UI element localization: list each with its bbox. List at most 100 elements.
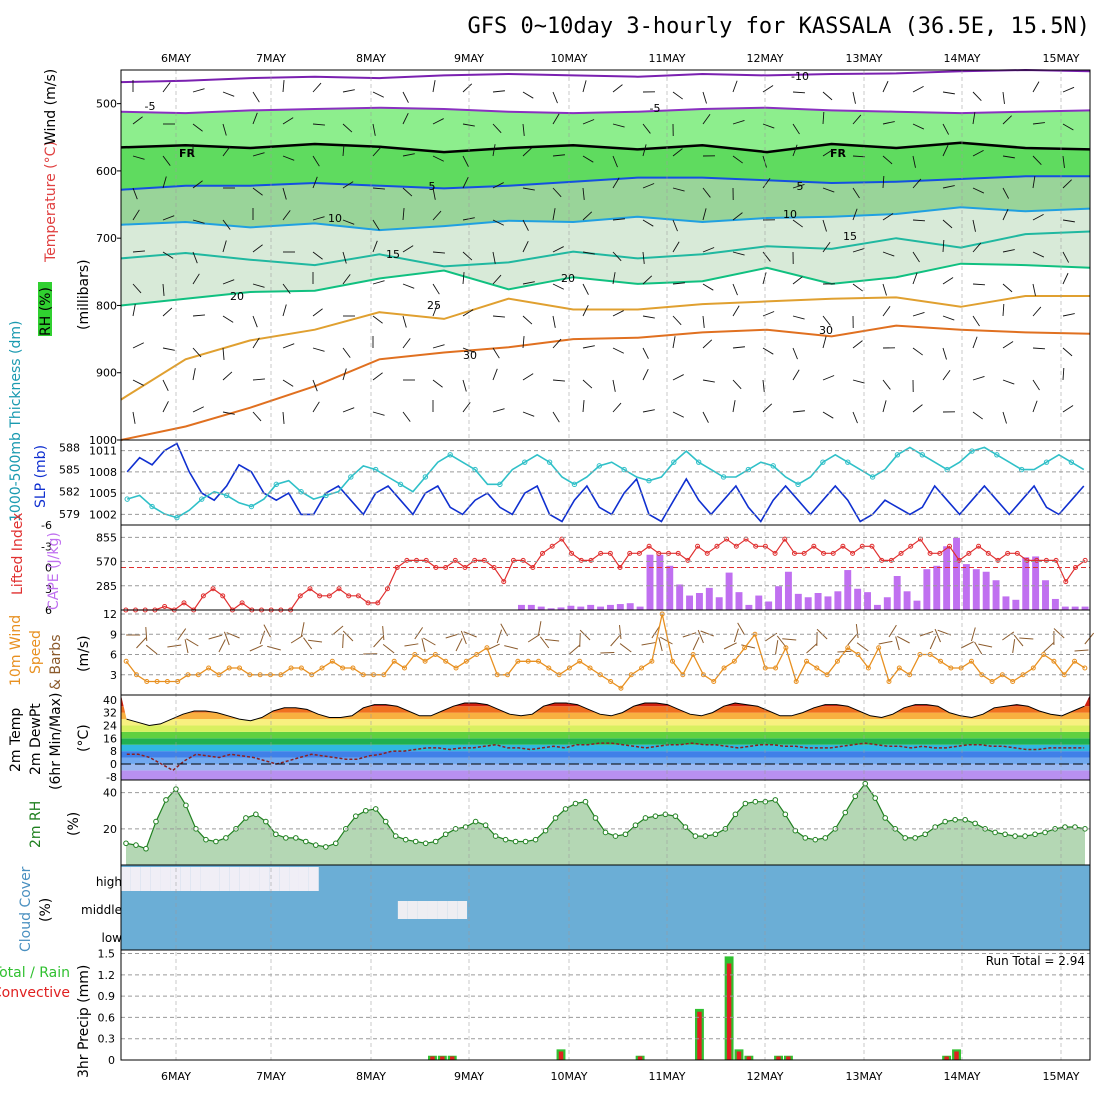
wind-barb (432, 155, 444, 162)
wind-barb (702, 187, 711, 198)
wind-speed-point (123, 658, 129, 664)
date-label-top: 6MAY (161, 52, 191, 65)
precip-conv-bar (450, 1056, 455, 1060)
wind-barb (822, 242, 831, 253)
li-line (125, 538, 1086, 611)
wind-speed-point (587, 665, 593, 671)
pressure-tick-label: 1000 (89, 434, 117, 447)
wind-barb (852, 208, 858, 221)
wind-barb (222, 371, 233, 381)
wind-barb (460, 630, 467, 645)
date-label-bottom: 8MAY (356, 1070, 386, 1083)
isotherm-line (120, 262, 1091, 307)
wind-barb (582, 379, 593, 389)
li-point (1034, 557, 1040, 563)
wind-barb (372, 91, 384, 98)
rh2m-unit-label: (%) (66, 812, 82, 836)
wind-barb (492, 347, 500, 359)
pressure-tick-label: 600 (96, 165, 117, 178)
wind-barb (373, 636, 384, 648)
wind-barb (136, 637, 147, 649)
wind-barb (1012, 639, 1016, 654)
precip-conv-label: Convective (0, 985, 70, 1001)
wind-barb (852, 283, 863, 292)
wind-barb (545, 639, 560, 642)
wind-barb (432, 187, 436, 200)
wind-barb (208, 634, 223, 640)
cape-bar (1071, 606, 1079, 610)
temperature-axis-label: Temperature (°C) (43, 141, 59, 263)
wind-barb (1062, 123, 1074, 131)
wind-barb (732, 80, 738, 93)
cape-bar (943, 546, 951, 610)
wind-barb (282, 155, 295, 161)
t2m-axis-label-b: 2m DewPt (28, 703, 44, 775)
temp-color-band (121, 763, 1090, 771)
li-point (908, 543, 914, 549)
wind10-axis-label-b: Speed (28, 630, 44, 674)
li-point (1024, 557, 1030, 563)
wind-barb (641, 642, 656, 646)
wind-barb (806, 643, 818, 654)
thickness-axis-label: 1000-500mb Thickness (dm) (8, 321, 24, 522)
thickness-tick-label: 588 (59, 441, 80, 454)
wind-barb (642, 347, 649, 359)
wind-barb (612, 177, 620, 189)
li-point (336, 586, 342, 592)
cloud-axis-label: Cloud Cover (18, 866, 34, 952)
cape-bar (1051, 598, 1059, 610)
cape-bar (597, 606, 605, 610)
li-point (627, 550, 633, 556)
date-label-bottom: 9MAY (454, 1070, 484, 1083)
rh-point (293, 835, 299, 841)
pressure-tick-label: 500 (96, 98, 117, 111)
wind-barb (282, 283, 291, 294)
cape-bar (676, 584, 684, 610)
rh-point (652, 813, 659, 819)
wind-barb (222, 279, 235, 285)
thickness-point (497, 481, 503, 488)
wind-barb (792, 184, 805, 189)
wind-barb (972, 242, 982, 253)
wind-barb (432, 283, 440, 295)
cloud-middle-cell (457, 901, 468, 919)
cloud-high-cell (298, 867, 309, 891)
wind-barb (342, 251, 347, 264)
wind-barb (432, 118, 444, 125)
wind-barb (579, 629, 591, 641)
wind-barb (702, 379, 715, 383)
rh-point (472, 818, 479, 825)
wind-barb (552, 379, 565, 382)
wind-barb (612, 251, 622, 262)
wind-barb (612, 347, 624, 354)
wind-barb (792, 276, 803, 285)
wind-barb (267, 645, 281, 651)
wind-barb (672, 187, 685, 192)
wind-barb (822, 187, 835, 193)
cape-bar (982, 571, 990, 610)
wind-barb (974, 641, 983, 655)
cape-bar (992, 580, 1000, 610)
isotherm-label: -5 (650, 102, 661, 115)
wind-barb (222, 123, 227, 136)
wind-barb (192, 314, 205, 317)
thickness-point (522, 459, 528, 465)
wind-barb (162, 251, 174, 259)
wind-barb (942, 370, 951, 381)
wind-barb (1002, 208, 1009, 221)
wind-speed-point (1072, 658, 1078, 664)
wind-barb (462, 309, 474, 317)
date-label-top: 9MAY (454, 52, 484, 65)
li-point (326, 593, 332, 599)
wind-barb (1032, 176, 1036, 189)
run-total-text: Run Total = 2.94 (986, 954, 1085, 968)
wind-barb (402, 208, 405, 221)
wind-barb (423, 637, 436, 646)
wind-barb (1002, 187, 1010, 199)
rh-legend-swatch (38, 282, 52, 336)
cape-bar (1002, 596, 1010, 610)
wind-barb (462, 251, 473, 261)
wind-speed-point (401, 665, 407, 671)
wind-barb (312, 216, 325, 221)
rh-point (283, 835, 289, 841)
